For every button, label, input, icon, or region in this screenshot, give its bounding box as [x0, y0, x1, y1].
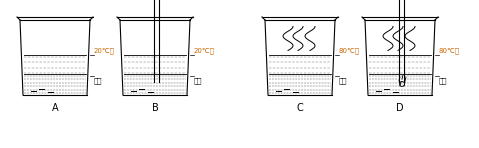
Text: 白磷: 白磷 — [94, 77, 103, 84]
Text: 20℃水: 20℃水 — [194, 47, 215, 53]
Text: A: A — [52, 103, 58, 113]
Text: 白磷: 白磷 — [439, 77, 447, 84]
Text: B: B — [152, 103, 159, 113]
Text: 80℃水: 80℃水 — [439, 47, 460, 53]
Text: D: D — [396, 103, 404, 113]
Text: 80℃水: 80℃水 — [339, 47, 360, 53]
Text: 白磷: 白磷 — [339, 77, 347, 84]
Text: 20℃水: 20℃水 — [94, 47, 115, 53]
Text: C: C — [297, 103, 303, 113]
Text: 白磷: 白磷 — [194, 77, 203, 84]
